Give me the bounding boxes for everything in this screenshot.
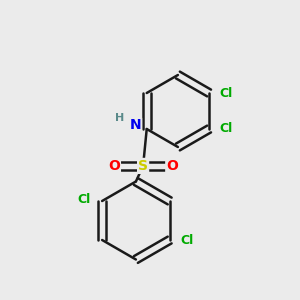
Text: H: H [115,112,124,123]
Text: Cl: Cl [220,122,233,136]
Text: S: S [138,159,148,173]
Text: Cl: Cl [220,86,233,100]
Text: Cl: Cl [180,233,194,247]
Text: N: N [130,118,141,132]
Text: Cl: Cl [77,193,90,206]
Text: O: O [108,159,120,173]
Text: O: O [166,159,178,173]
